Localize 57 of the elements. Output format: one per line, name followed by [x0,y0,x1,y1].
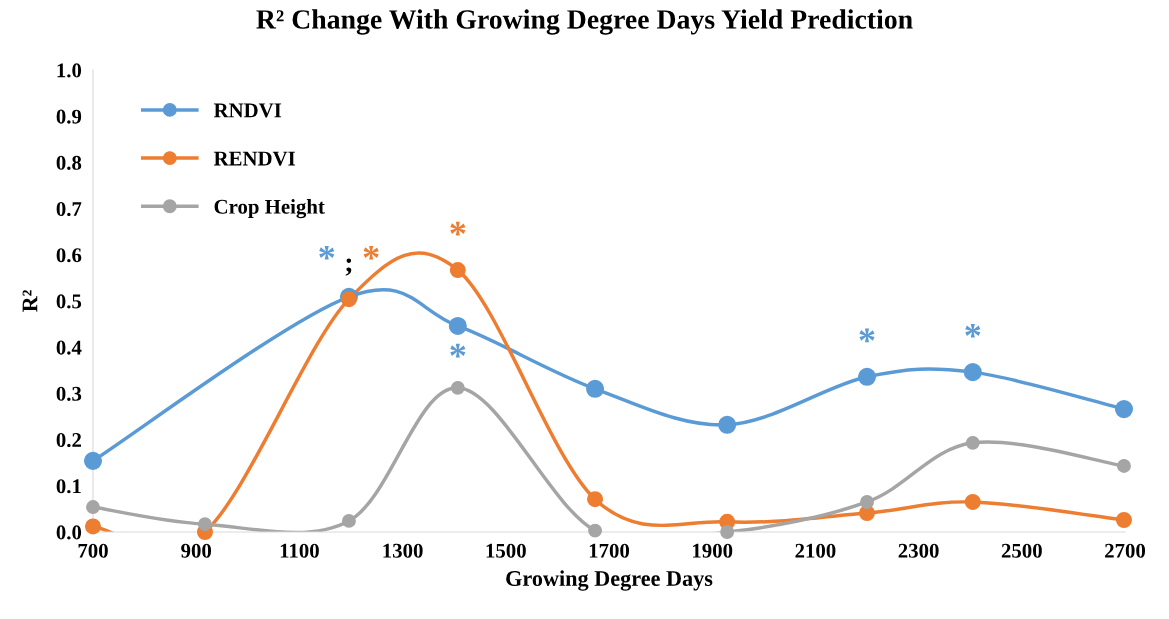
y-tick-label: 0.5 [56,294,82,309]
y-tick-label: 0.2 [56,432,81,448]
y-tick-label: 0.1 [56,479,81,494]
annotation: * [363,245,379,260]
x-tick-label: 1900 [693,543,733,558]
x-axis-title: Growing Degree Days [506,570,713,591]
annotation: * [450,221,466,236]
y-tick-label: 0.7 [56,201,82,217]
point [1115,512,1132,528]
point [964,493,981,510]
x-tick-label: 1300 [383,543,423,558]
point [963,363,982,382]
x-tick-label: 2700 [1105,543,1146,558]
point [718,415,737,434]
point [83,451,103,470]
point [448,316,467,335]
x-tick-label: 2500 [1001,543,1042,558]
y-tick-label: 0.6 [56,248,82,263]
annotation: * [450,343,466,358]
annotation: * [965,323,981,338]
y-tick-label: 0.4 [56,340,82,355]
y-axis-title: R² [22,290,38,312]
x-tick-label: 2100 [795,543,836,558]
x-tick-label: 900 [181,543,212,558]
point [340,291,357,308]
annotation: * [319,245,335,260]
point [86,500,100,514]
legend-label: RENDVI [213,151,296,166]
point [449,262,466,279]
point [198,517,212,532]
legend-label: RNDVI [213,103,282,118]
point [450,380,465,395]
x-tick-label: 1700 [589,543,630,558]
point [1117,458,1131,473]
y-tick-label: 0.8 [56,155,82,170]
x-tick-label: 700 [78,543,108,558]
point [857,367,877,386]
point [587,491,604,508]
y-tick-label: 0.3 [56,386,82,401]
chart-title: R² Change With Growing Degree Days Yield Prediction [256,9,913,35]
x-tick-label: 2300 [898,543,939,558]
annotation: ; [345,258,352,276]
point [588,523,603,538]
annotation: * [859,328,875,343]
point [341,513,356,528]
point [85,518,101,535]
y-tick-label: 1.0 [57,63,82,78]
point [1114,400,1133,419]
y-tick-label: 0.0 [56,525,82,540]
point [586,379,605,398]
point [720,525,735,539]
x-tick-label: 1500 [486,543,526,558]
y-tick-label: 0.9 [56,109,82,124]
point [860,495,874,509]
legend-label: Crop Height [214,199,325,219]
x-tick-label: 1100 [280,543,319,558]
point [965,435,980,450]
